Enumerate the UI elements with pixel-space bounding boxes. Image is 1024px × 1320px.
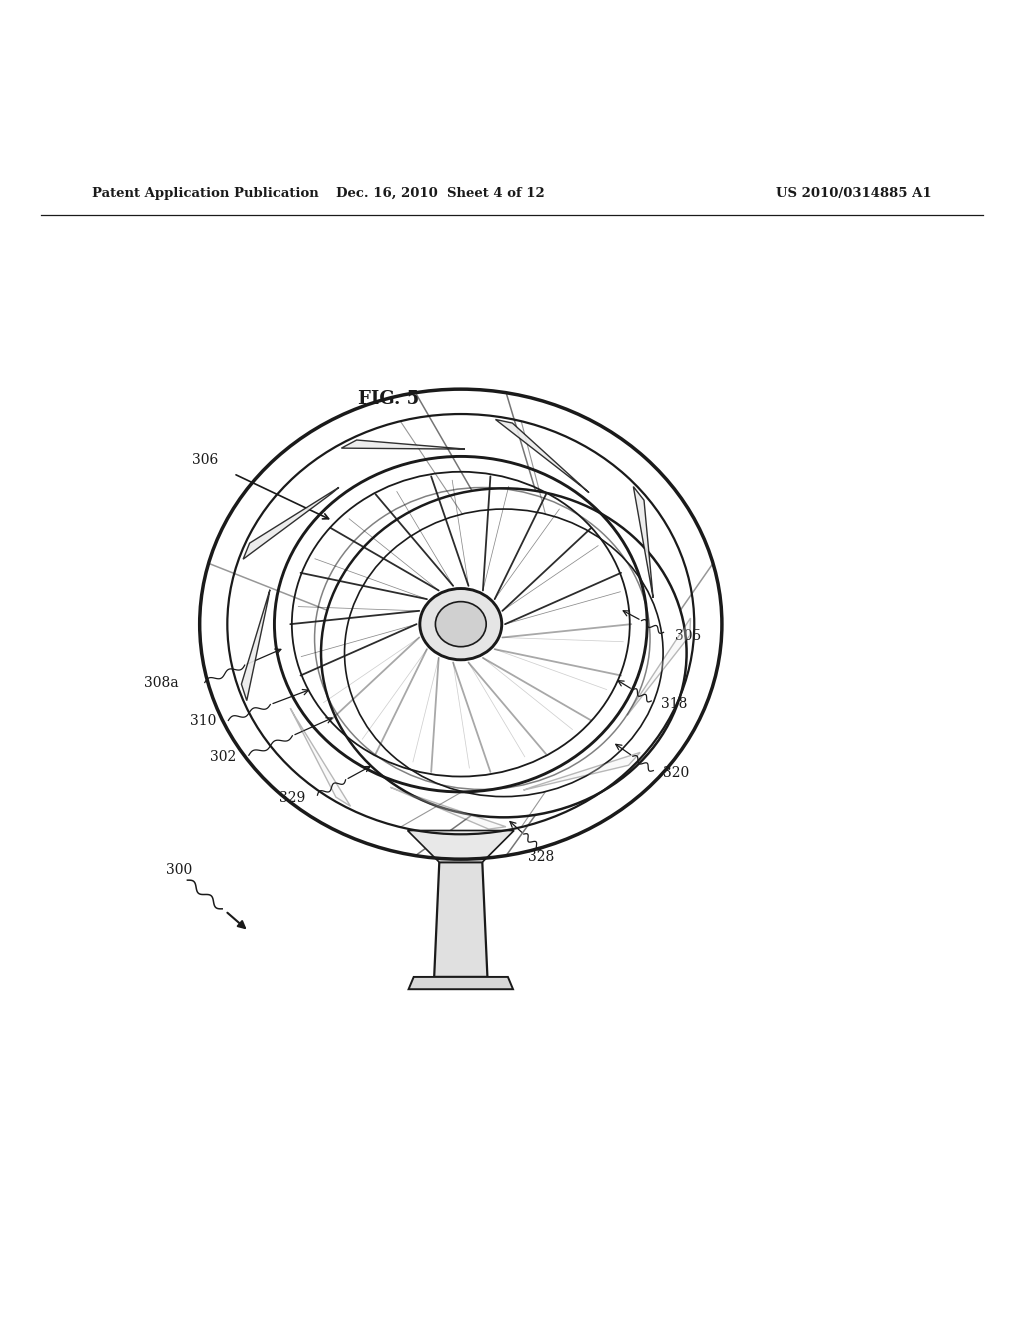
Polygon shape — [242, 590, 270, 701]
Polygon shape — [341, 440, 465, 449]
Polygon shape — [434, 862, 487, 977]
Polygon shape — [496, 420, 589, 492]
Text: 306: 306 — [191, 453, 218, 467]
Text: 305: 305 — [675, 630, 701, 643]
Text: 328: 328 — [527, 850, 554, 863]
Text: FIG. 5: FIG. 5 — [358, 389, 420, 408]
Text: US 2010/0314885 A1: US 2010/0314885 A1 — [776, 186, 932, 199]
Text: 310: 310 — [189, 714, 216, 729]
Polygon shape — [408, 830, 514, 862]
Ellipse shape — [218, 401, 746, 876]
Text: 329: 329 — [279, 791, 305, 805]
Polygon shape — [634, 487, 653, 598]
Ellipse shape — [435, 602, 486, 647]
Text: 320: 320 — [663, 766, 689, 780]
Polygon shape — [243, 487, 339, 560]
Polygon shape — [628, 618, 690, 715]
Ellipse shape — [420, 589, 502, 660]
Text: 318: 318 — [660, 697, 687, 711]
Polygon shape — [409, 977, 513, 989]
Polygon shape — [290, 708, 350, 807]
Polygon shape — [390, 787, 506, 829]
Polygon shape — [523, 752, 640, 791]
Text: 308a: 308a — [144, 676, 179, 689]
Text: Dec. 16, 2010  Sheet 4 of 12: Dec. 16, 2010 Sheet 4 of 12 — [336, 186, 545, 199]
Text: 302: 302 — [210, 750, 237, 764]
Text: Patent Application Publication: Patent Application Publication — [92, 186, 318, 199]
Text: 300: 300 — [166, 863, 193, 876]
